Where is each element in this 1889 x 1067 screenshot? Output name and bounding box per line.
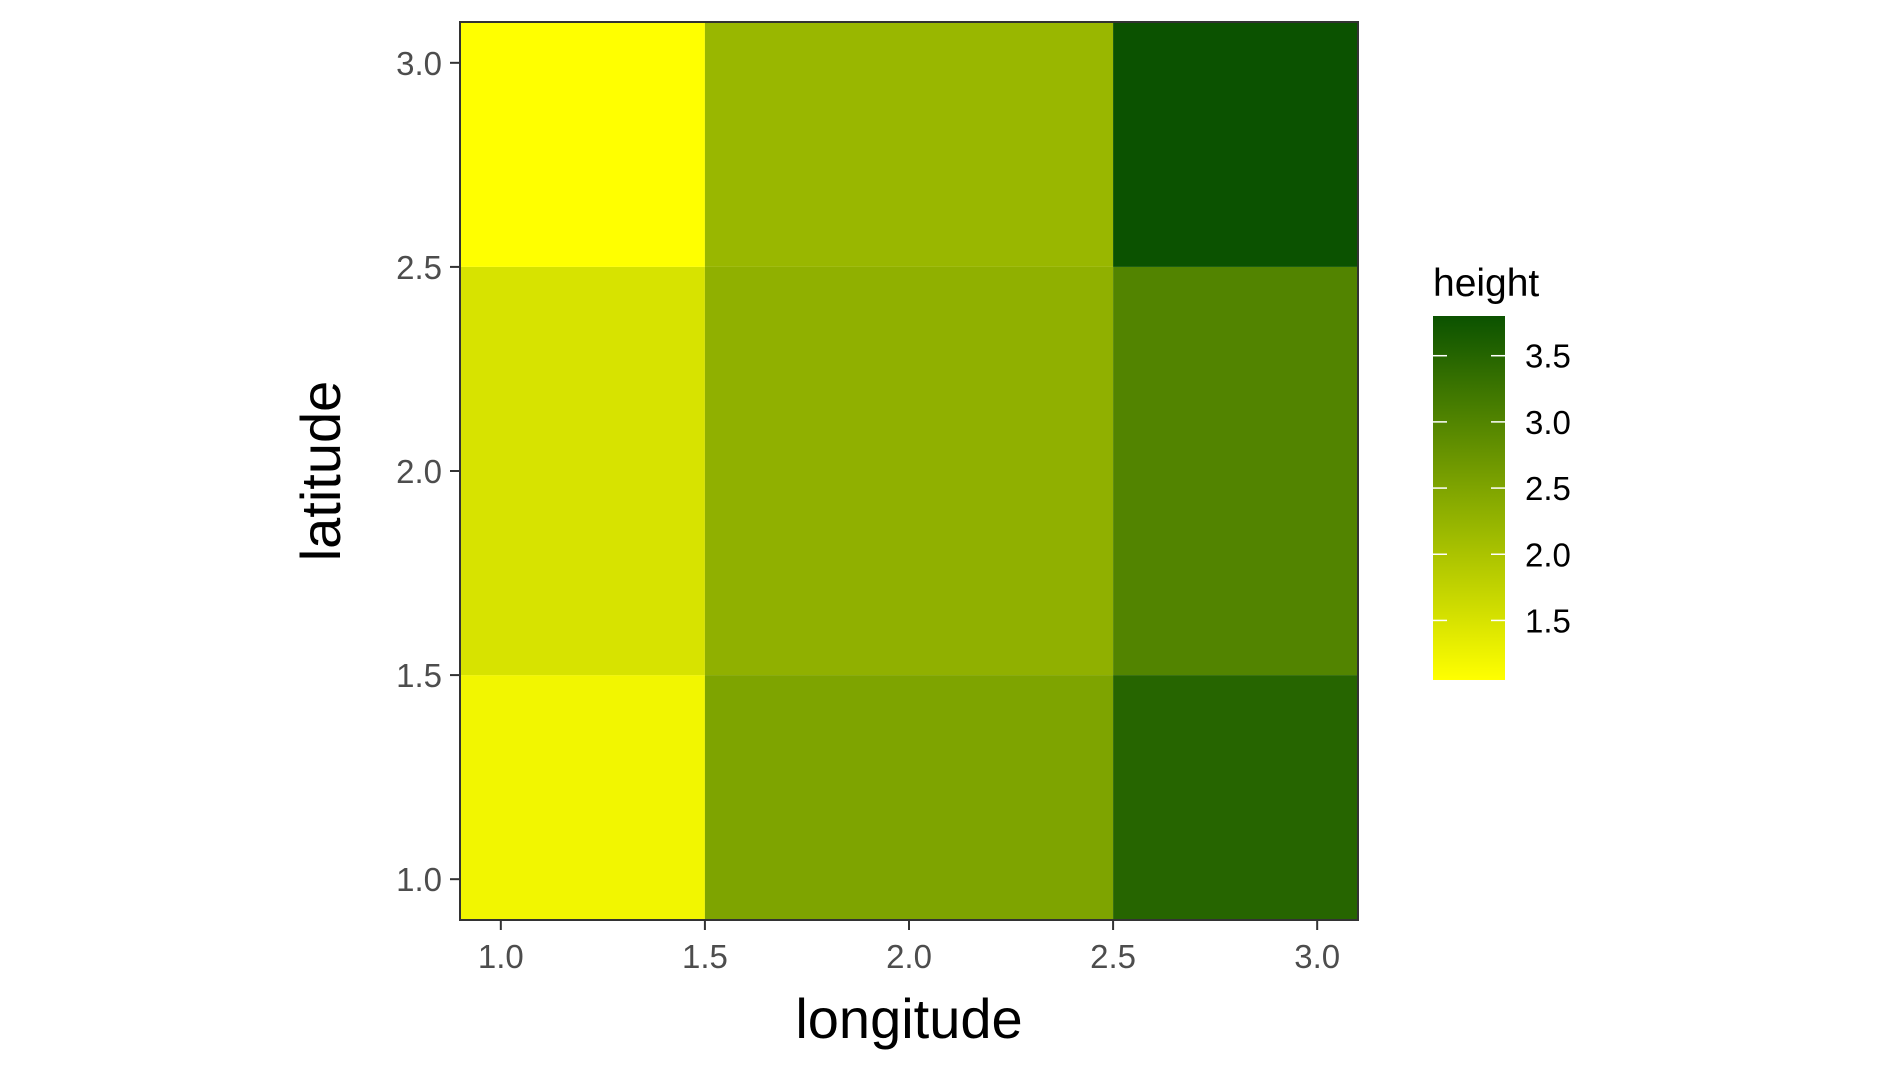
heatmap-cell [460,266,705,676]
x-tick-label: 3.0 [1294,938,1340,975]
heatmap-cell [460,22,705,267]
heatmap-cells [460,22,1358,920]
legend-colorbar [1433,316,1505,680]
heatmap-cell [1113,22,1358,267]
legend-ticks: 1.5 2.0 2.5 3.0 3.5 [1433,338,1571,639]
y-axis-title: latitude [289,381,352,562]
y-tick-label: 2.5 [396,249,442,286]
y-tick-label: 2.0 [396,453,442,490]
heatmap-cell [1113,266,1358,676]
heatmap-cell [704,22,1114,267]
legend-tick-label: 3.5 [1525,338,1571,375]
heatmap-cell [460,675,705,920]
y-tick-label: 1.5 [396,657,442,694]
legend-tick-label: 2.0 [1525,536,1571,573]
legend-tick-label: 2.5 [1525,470,1571,507]
y-tick-label: 1.0 [396,861,442,898]
heatmap-cell [1113,675,1358,920]
heatmap-cell [704,675,1114,920]
x-tick-label: 2.5 [1090,938,1136,975]
x-tick-label: 1.0 [478,938,524,975]
y-tick-label: 3.0 [396,45,442,82]
y-axis: 1.0 1.5 2.0 2.5 3.0 [396,45,460,898]
x-axis: 1.0 1.5 2.0 2.5 3.0 [478,920,1340,975]
legend-title: height [1433,262,1539,305]
x-tick-label: 2.0 [886,938,932,975]
x-axis-title: longitude [795,987,1022,1050]
legend-tick-label: 1.5 [1525,602,1571,639]
color-legend: height 1.5 2.0 2.5 3.0 3.5 [1433,262,1571,680]
legend-tick-label: 3.0 [1525,404,1571,441]
heatmap-cell [704,266,1114,676]
x-tick-label: 1.5 [682,938,728,975]
